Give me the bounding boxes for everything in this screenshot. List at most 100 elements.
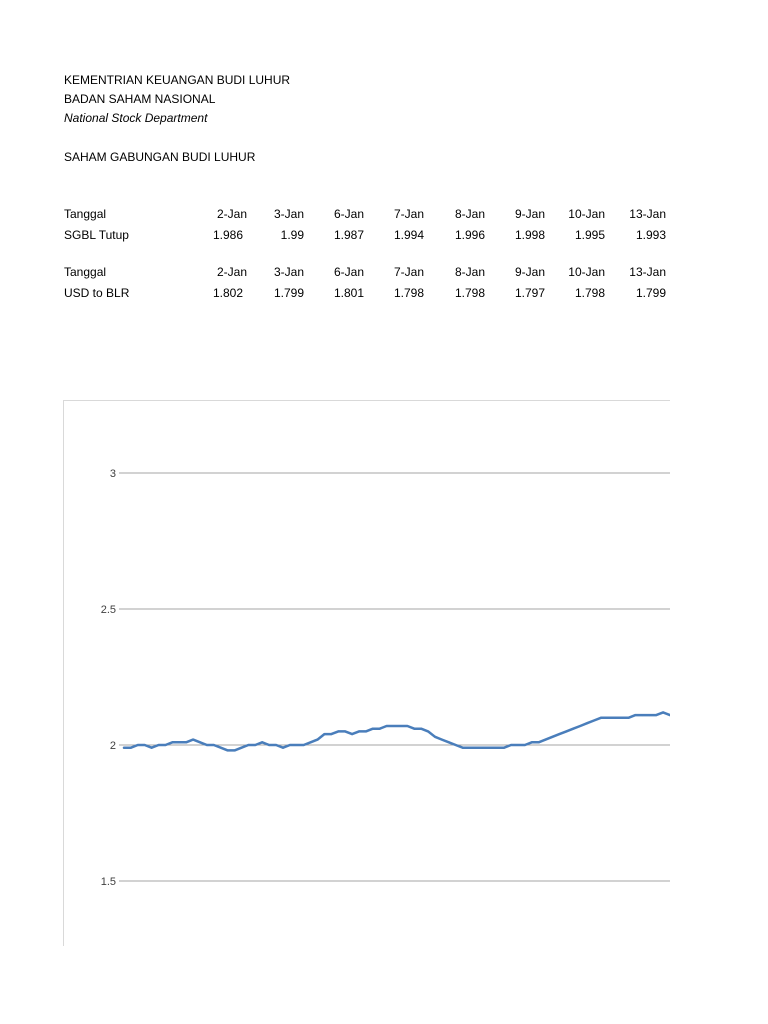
- data-point: [440, 738, 443, 741]
- data-point: [129, 746, 132, 749]
- date-cell: 2-Jan: [216, 207, 247, 221]
- data-point: [482, 746, 485, 749]
- data-point: [613, 716, 616, 719]
- data-point: [275, 744, 278, 746]
- data-point: [268, 744, 271, 746]
- date-cell: 8-Jan: [454, 207, 485, 221]
- data-point: [199, 741, 201, 744]
- data-point: [323, 733, 326, 736]
- data-point: [178, 741, 181, 744]
- data-point: [205, 744, 208, 746]
- data-point: [399, 725, 402, 727]
- series-line: [122, 711, 670, 752]
- data-point: [226, 749, 229, 752]
- date-cell: 2-Jan: [216, 265, 247, 279]
- data-point: [364, 730, 367, 733]
- table1-value-row: SGBL Tutup 1.986 1.99 1.987 1.994 1.996 …: [64, 227, 674, 243]
- data-point: [620, 716, 623, 719]
- line-chart-plot: 1.5 2 2.5 3: [101, 468, 670, 888]
- date-cell: 7-Jan: [393, 265, 424, 279]
- data-point: [247, 744, 250, 746]
- y-tick-label: 3: [110, 468, 116, 480]
- data-point: [164, 744, 167, 746]
- date-cell: 9-Jan: [514, 207, 545, 221]
- value-cell: 1.801: [333, 286, 364, 300]
- data-point: [371, 727, 374, 730]
- data-point: [544, 738, 547, 741]
- data-point: [537, 741, 540, 744]
- data-point: [254, 744, 257, 746]
- data-point: [219, 746, 222, 749]
- data-point: [136, 744, 139, 746]
- data-point: [295, 744, 298, 746]
- report-header: KEMENTRIAN KEUANGAN BUDI LUHUR BADAN SAH…: [64, 71, 290, 128]
- data-point: [606, 716, 609, 719]
- value-cell: 1.995: [574, 228, 605, 242]
- data-point: [516, 744, 519, 746]
- data-point: [579, 725, 582, 727]
- data-point: [337, 730, 340, 733]
- date-cell: 6-Jan: [333, 265, 364, 279]
- data-point: [302, 744, 305, 746]
- date-cell: 13-Jan: [629, 207, 666, 221]
- data-point: [261, 741, 264, 744]
- data-point: [662, 711, 665, 714]
- data-point: [434, 735, 436, 738]
- date-cell: 3-Jan: [273, 265, 304, 279]
- data-point: [558, 733, 561, 736]
- data-point: [641, 714, 644, 717]
- value-cell: 1.986: [212, 228, 243, 242]
- data-point: [655, 714, 658, 717]
- value-cell: 1.996: [454, 228, 485, 242]
- date-cell: 6-Jan: [333, 207, 364, 221]
- data-point: [461, 746, 464, 749]
- value-cell: 1.993: [635, 228, 666, 242]
- data-point: [427, 730, 430, 733]
- value-cell: 1.798: [454, 286, 485, 300]
- data-point: [593, 719, 595, 722]
- data-point: [288, 744, 291, 746]
- date-cell: 3-Jan: [273, 207, 304, 221]
- data-point: [344, 730, 347, 733]
- table1-date-row: Tanggal 2-Jan 3-Jan 6-Jan 7-Jan 8-Jan 9-…: [64, 206, 674, 222]
- line-chart[interactable]: 1.5 2 2.5 3: [63, 400, 670, 946]
- y-tick-label: 1.5: [101, 876, 116, 888]
- date-cell: 7-Jan: [393, 207, 424, 221]
- ministry-name: KEMENTRIAN KEUANGAN BUDI LUHUR: [64, 73, 291, 87]
- data-point: [510, 744, 512, 746]
- data-point: [351, 733, 354, 736]
- data-point: [475, 746, 478, 749]
- data-point: [171, 741, 174, 744]
- data-point: [565, 730, 568, 733]
- data-point: [143, 744, 146, 746]
- data-point: [634, 714, 637, 717]
- data-point: [489, 746, 492, 749]
- data-point: [212, 744, 215, 746]
- data-point: [523, 744, 526, 746]
- table2-date-row: Tanggal 2-Jan 3-Jan 6-Jan 7-Jan 8-Jan 9-…: [64, 264, 674, 280]
- data-point: [316, 738, 319, 741]
- data-point: [586, 722, 589, 725]
- data-point: [503, 746, 506, 749]
- y-tick-label: 2: [110, 740, 116, 752]
- data-point: [378, 727, 381, 730]
- department-name: National Stock Department: [64, 111, 208, 125]
- data-point: [157, 744, 160, 746]
- date-cell: 13-Jan: [629, 265, 666, 279]
- data-point: [309, 741, 312, 744]
- value-cell: 1.998: [514, 228, 545, 242]
- value-cell: 1.799: [273, 286, 304, 300]
- value-cell: 1.799: [635, 286, 666, 300]
- data-point: [192, 738, 195, 741]
- value-cell: 1.798: [393, 286, 424, 300]
- data-point: [392, 725, 395, 727]
- data-point: [406, 725, 409, 727]
- date-cell: 10-Jan: [568, 207, 605, 221]
- data-point: [551, 735, 554, 738]
- date-row-label: Tanggal: [64, 207, 107, 221]
- value-row-label: USD to BLR: [64, 286, 130, 300]
- data-point: [358, 730, 360, 733]
- data-point: [627, 716, 630, 719]
- agency-name: BADAN SAHAM NASIONAL: [64, 92, 216, 106]
- date-cell: 9-Jan: [514, 265, 545, 279]
